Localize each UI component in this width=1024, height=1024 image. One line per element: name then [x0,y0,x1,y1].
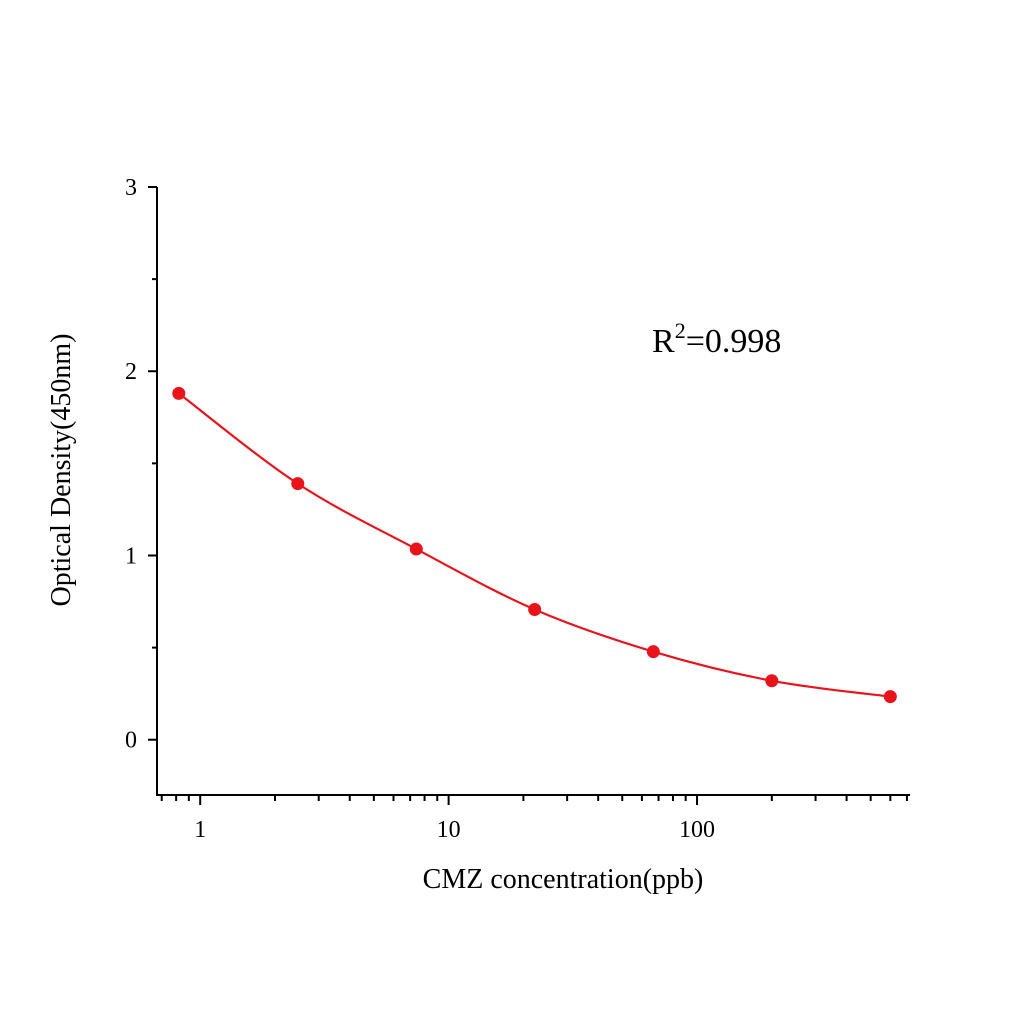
axes: 0 1 2 3 1 10 100 [125,175,910,843]
data-point [291,477,305,491]
x-axis-title: CMZ concentration(ppb) [423,864,704,895]
y-tick-label: 1 [125,543,137,569]
data-point [883,690,897,704]
data-point [528,602,542,616]
x-tick-label: 1 [194,817,206,843]
data-point [646,645,660,659]
x-tick-label: 100 [679,817,715,843]
r-squared-annotation: R2=0.998 [652,318,781,360]
y-tick-label: 3 [125,175,137,201]
x-tick-label: 10 [437,817,461,843]
data-point [765,674,779,688]
data-point [172,386,186,400]
fit-curve [178,392,891,698]
y-tick-label: 0 [125,728,137,754]
data-point [409,542,423,556]
marks [172,386,897,704]
y-tick-label: 2 [125,359,137,385]
y-axis-title: Optical Density(450nm) [46,334,77,607]
